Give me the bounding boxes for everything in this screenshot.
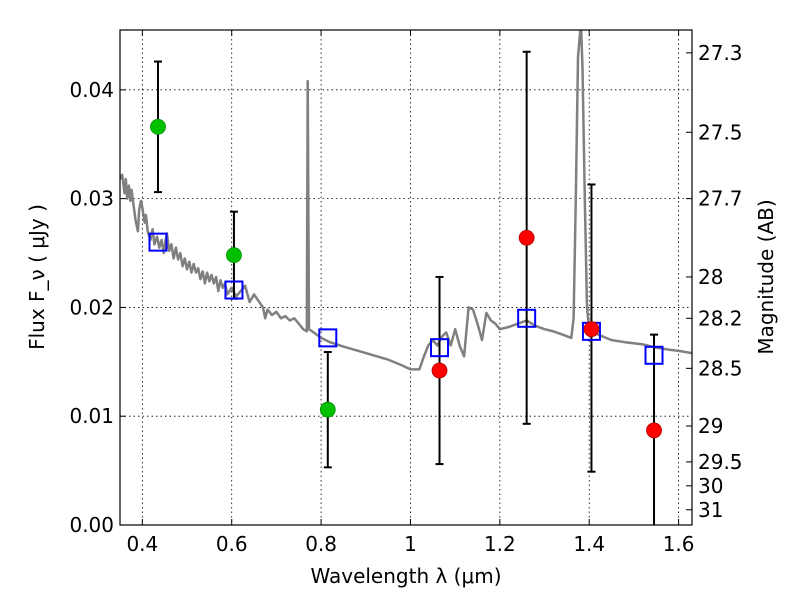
- right-tick-label: 30: [698, 474, 723, 498]
- model-spectrum-line: [120, 30, 692, 371]
- y-tick-label: 0.00: [69, 513, 114, 537]
- x-tick-label: 0.6: [216, 532, 248, 556]
- tick-labels: 0.4 0.6 0.8 1 1.2 1.4 1.6 0.00 0.01 0.02 0.03 0.04 2…: [69, 41, 742, 556]
- right-tick-label: 31: [698, 498, 723, 522]
- x-tick-label: 1.4: [573, 532, 605, 556]
- low-sn-point: [518, 229, 535, 246]
- model-spectrum-layer: [120, 30, 692, 371]
- model-photometry-square: [644, 345, 664, 365]
- right-tick-label: 28: [698, 265, 723, 289]
- plot-frame: [119, 29, 693, 526]
- model-photometry-layer: [148, 232, 664, 365]
- right-tick-label: 29.5: [698, 450, 743, 474]
- detection-point: [226, 247, 242, 264]
- x-axis-title: Wavelength λ (μm): [310, 564, 501, 588]
- model-photometry-square: [148, 232, 168, 252]
- right-axis-title: Magnitude (AB): [754, 199, 778, 354]
- right-tick-label: 27.5: [698, 120, 743, 144]
- right-tick-label: 28.2: [698, 306, 743, 330]
- right-tick-label: 27.3: [698, 41, 743, 65]
- model-photometry-square: [224, 280, 244, 300]
- grid-lines: [120, 30, 692, 526]
- right-tick-label: 29: [698, 414, 723, 438]
- right-tick-label: 28.5: [698, 356, 743, 380]
- axis-ticks: [120, 30, 692, 526]
- x-tick-label: 1.2: [484, 532, 516, 556]
- x-tick-label: 1: [404, 532, 417, 556]
- y-tick-label: 0.02: [69, 295, 114, 319]
- low-sn-point: [646, 422, 662, 439]
- y-tick-label: 0.01: [69, 404, 114, 428]
- low-sn-point: [431, 362, 448, 379]
- right-tick-label: 27.7: [698, 187, 743, 211]
- x-tick-label: 1.6: [663, 532, 695, 556]
- model-photometry-square: [318, 328, 338, 348]
- measurement-points-layer: [150, 118, 662, 439]
- y-tick-label: 0.03: [69, 187, 114, 211]
- x-tick-label: 0.4: [126, 532, 158, 556]
- detection-point: [150, 118, 166, 135]
- y-tick-label: 0.04: [69, 78, 114, 102]
- detection-point: [319, 401, 336, 418]
- model-photometry-square: [517, 308, 537, 328]
- y-axis-title: Flux F_ν ( μJy ): [25, 204, 49, 350]
- low-sn-point: [583, 321, 600, 338]
- model-photometry-square: [430, 338, 450, 358]
- x-tick-label: 0.8: [305, 532, 337, 556]
